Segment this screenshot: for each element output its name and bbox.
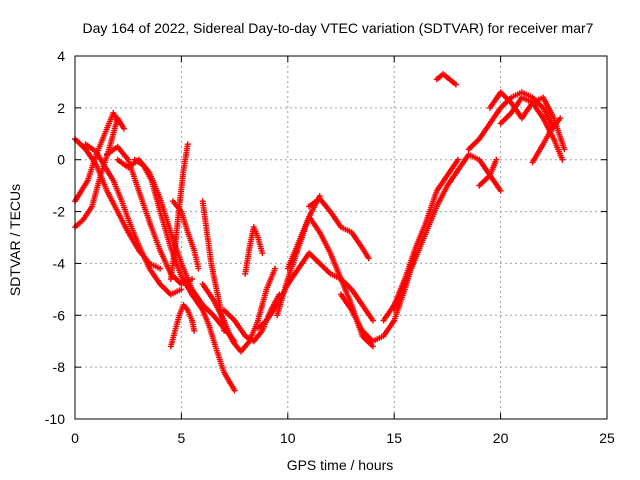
- data-point: [493, 156, 500, 163]
- data-point: [369, 343, 376, 350]
- chart-title: Day 164 of 2022, Sidereal Day-to-day VTE…: [83, 20, 594, 36]
- plot-frame: [74, 55, 608, 420]
- y-tick-label: -6: [53, 307, 66, 323]
- data-point: [114, 117, 121, 124]
- y-tick-label: -8: [53, 359, 66, 375]
- data-point: [195, 265, 202, 272]
- series-layer: [72, 71, 568, 394]
- x-tick-label: 25: [599, 430, 615, 446]
- y-tick-label: -4: [53, 255, 66, 271]
- data-point: [557, 115, 564, 122]
- data-series: [199, 265, 278, 355]
- data-point: [365, 255, 372, 262]
- x-tick-label: 10: [280, 430, 296, 446]
- y-tick-label: -10: [45, 411, 65, 427]
- data-point: [272, 265, 278, 272]
- data-series: [255, 250, 376, 332]
- data-series: [465, 89, 557, 153]
- data-series: [306, 195, 372, 262]
- data-series: [391, 151, 504, 314]
- data-point: [178, 286, 185, 293]
- data-series: [72, 136, 164, 272]
- data-point: [452, 81, 459, 88]
- data-point: [120, 125, 127, 132]
- data-point: [455, 156, 461, 163]
- x-tick-label: 5: [178, 430, 186, 446]
- data-point: [191, 327, 198, 334]
- data-series: [433, 71, 459, 88]
- data-point: [184, 141, 191, 148]
- data-series: [476, 156, 500, 189]
- data-point: [497, 187, 504, 194]
- y-tick-label: 0: [57, 152, 65, 168]
- data-point: [559, 156, 566, 163]
- x-tick-label: 15: [386, 430, 402, 446]
- data-series: [167, 301, 198, 350]
- data-point: [561, 146, 568, 153]
- x-tick-label: 20: [493, 430, 509, 446]
- data-series: [131, 156, 206, 308]
- y-tick-label: 4: [57, 48, 65, 64]
- data-point: [259, 250, 266, 257]
- x-tick-label: 0: [71, 430, 79, 446]
- y-axis: -10 -8 -6 -4 -2 0 2 4: [45, 48, 607, 427]
- data-series: [82, 141, 185, 298]
- y-axis-title: SDTVAR / TECUs: [7, 184, 23, 296]
- data-series: [487, 89, 568, 153]
- data-point: [231, 387, 238, 394]
- y-tick-label: -2: [53, 204, 66, 220]
- y-tick-label: 2: [57, 100, 65, 116]
- data-series: [242, 224, 266, 277]
- data-point: [369, 317, 376, 324]
- x-axis-title: GPS time / hours: [287, 457, 394, 473]
- data-series: [529, 115, 564, 166]
- data-point: [157, 265, 164, 272]
- data-series: [189, 291, 238, 394]
- grid: [75, 56, 607, 419]
- data-series: [167, 141, 191, 282]
- x-axis: 0 5 10 15 20 25: [71, 56, 615, 446]
